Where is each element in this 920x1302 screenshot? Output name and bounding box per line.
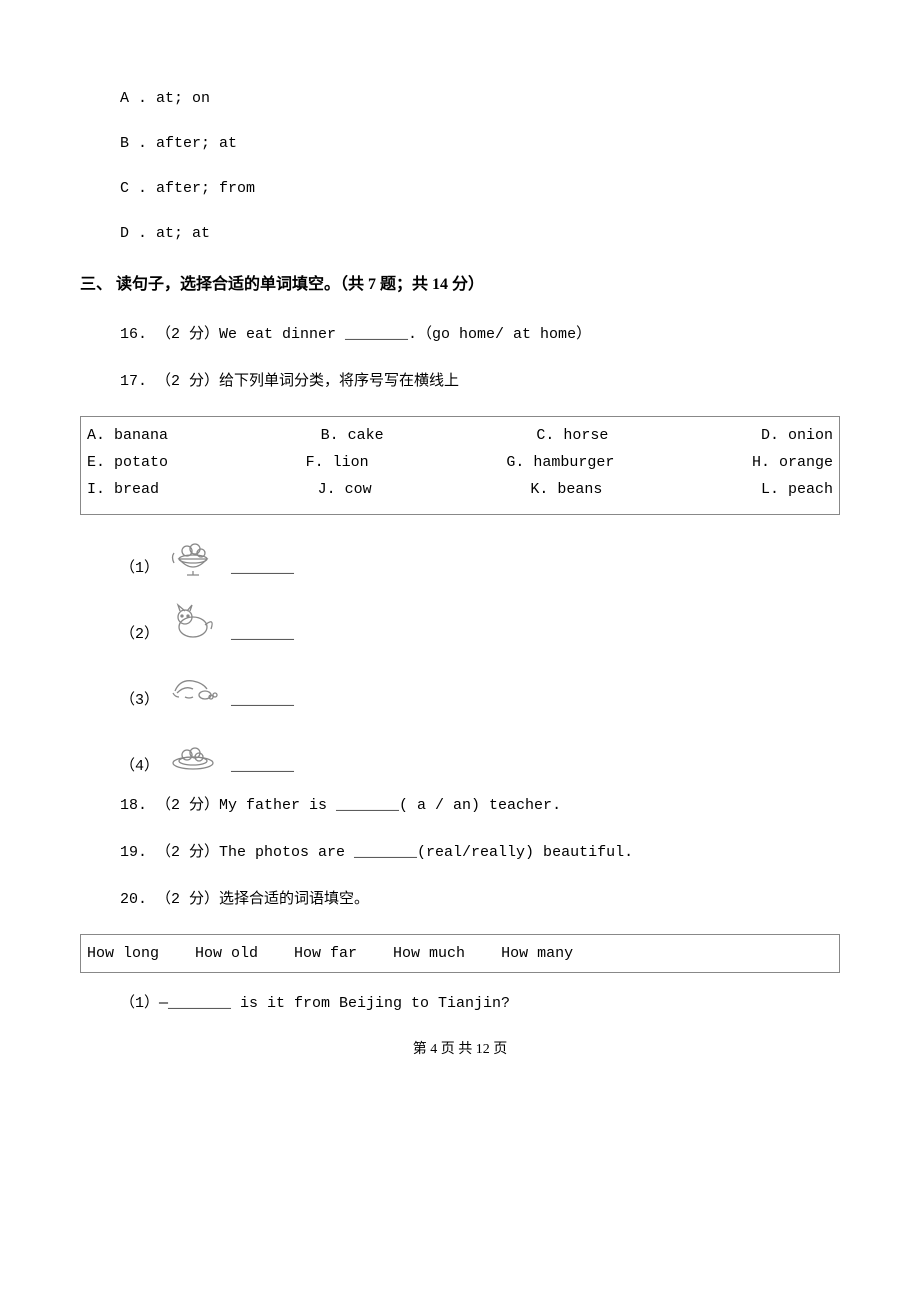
- question-20-sub1: （1）—_______ is it from Beijing to Tianji…: [120, 991, 840, 1012]
- word-i: I. bread: [87, 481, 159, 498]
- vegetables-icon: [165, 661, 221, 709]
- question-20-intro: 20. （2 分）选择合适的词语填空。: [120, 887, 840, 908]
- sub-label-4: （4）: [120, 754, 159, 775]
- word-h: H. orange: [752, 454, 833, 471]
- blank-4: _______: [231, 758, 294, 775]
- choice-a: A . at; on: [120, 90, 840, 107]
- word-b: B. cake: [321, 427, 384, 444]
- phrase-selection-box: How long How old How far How much How ma…: [80, 934, 840, 973]
- choice-c: C . after; from: [120, 180, 840, 197]
- word-j: J. cow: [318, 481, 372, 498]
- word-row-2: E. potato F. lion G. hamburger H. orange: [81, 454, 839, 481]
- blank-3: _______: [231, 692, 294, 709]
- sub-item-1: （1） _______: [120, 529, 840, 577]
- section-3-heading: 三、 读句子，选择合适的单词填空。（共 7 题；共 14 分）: [80, 270, 840, 294]
- word-row-3: I. bread J. cow K. beans L. peach: [81, 481, 839, 508]
- page-footer: 第 4 页 共 12 页: [80, 1038, 840, 1058]
- word-row-1: A. banana B. cake C. horse D. onion: [81, 427, 839, 454]
- sub-label-1: （1）: [120, 556, 159, 577]
- worksheet-page: A . at; on B . after; at C . after; from…: [0, 0, 920, 1302]
- food-plate-icon: [165, 727, 221, 775]
- word-g: G. hamburger: [506, 454, 614, 471]
- word-f: F. lion: [306, 454, 369, 471]
- word-e: E. potato: [87, 454, 168, 471]
- fruit-bowl-icon: [165, 529, 221, 577]
- word-k: K. beans: [530, 481, 602, 498]
- word-a: A. banana: [87, 427, 168, 444]
- choice-d: D . at; at: [120, 225, 840, 242]
- blank-1: _______: [231, 560, 294, 577]
- sub-label-3: （3）: [120, 688, 159, 709]
- word-c: C. horse: [536, 427, 608, 444]
- word-classification-box: A. banana B. cake C. horse D. onion E. p…: [80, 416, 840, 515]
- sub-item-2: （2） _______: [120, 595, 840, 643]
- question-16: 16. （2 分）We eat dinner _______.（go home/…: [120, 322, 840, 343]
- question-17-intro: 17. （2 分）给下列单词分类，将序号写在横线上: [120, 369, 840, 390]
- blank-2: _______: [231, 626, 294, 643]
- sub-item-3: （3） _______: [120, 661, 840, 709]
- sub-label-2: （2）: [120, 622, 159, 643]
- choice-b: B . after; at: [120, 135, 840, 152]
- cat-icon: [165, 595, 221, 643]
- question-19: 19. （2 分）The photos are _______(real/rea…: [120, 840, 840, 861]
- word-l: L. peach: [761, 481, 833, 498]
- word-d: D. onion: [761, 427, 833, 444]
- question-18: 18. （2 分）My father is _______( a / an) t…: [120, 793, 840, 814]
- sub-item-4: （4） _______: [120, 727, 840, 775]
